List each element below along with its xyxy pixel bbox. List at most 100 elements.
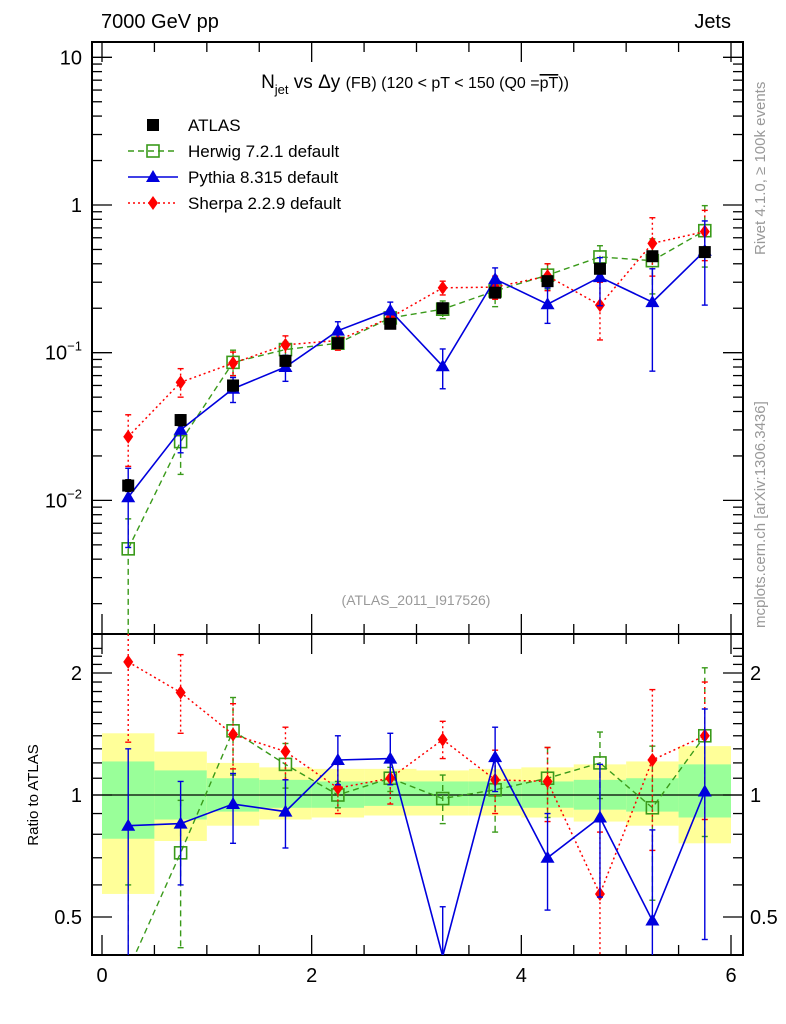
main-point-atlas — [384, 317, 397, 330]
ratio-ylabel: Ratio to ATLAS — [25, 744, 42, 845]
ratio-point-pythia — [173, 816, 188, 829]
main-line-pythia — [127, 250, 706, 498]
header-left-label: 7000 GeV pp — [101, 11, 219, 33]
title-close: )) — [558, 75, 569, 92]
y-tick-label: 10−1 — [45, 339, 82, 365]
legend-label: Herwig 7.2.1 default — [188, 142, 339, 161]
ratio-point-pythia — [645, 913, 660, 926]
main-point-sherpa — [175, 375, 186, 390]
legend-label: Pythia 8.315 default — [188, 168, 339, 187]
title-n: N — [261, 72, 275, 93]
main-series-atlas — [122, 246, 711, 493]
legend-label: ATLAS — [188, 116, 241, 135]
main-point-pythia — [330, 323, 345, 336]
ratio-point-sherpa — [175, 685, 186, 700]
x-tick-label: 6 — [725, 965, 736, 987]
main-point-atlas — [227, 379, 240, 392]
main-point-pythia — [645, 295, 660, 308]
legend-entry-sherpa: Sherpa 2.2.9 default — [128, 194, 341, 213]
main-point-atlas — [593, 262, 606, 275]
ratio-point-herwig — [645, 800, 660, 815]
y-tick-label: 1 — [71, 195, 82, 217]
ratio-point-sherpa — [542, 774, 553, 789]
ratio-axes: 0.5 0.5 1 1 2 2 0 2 4 6 — [54, 633, 778, 987]
y-tick-exp: −2 — [67, 486, 82, 501]
y-tick-base: 10 — [45, 490, 67, 512]
main-point-atlas — [122, 479, 135, 492]
main-series — [121, 204, 712, 634]
mcplots-label: mcplots.cern.ch [arXiv:1306.3436] — [752, 401, 769, 628]
ratio-point-sherpa — [280, 744, 291, 759]
ratio-point-pythia — [278, 804, 293, 817]
ratio-uncertainty-bands — [102, 733, 731, 894]
ratio-point-pythia — [383, 751, 398, 764]
main-line-sherpa — [127, 230, 705, 438]
legend-entry-herwig: Herwig 7.2.1 default — [128, 142, 339, 161]
y-tick-label: 10−2 — [45, 486, 82, 512]
ratio-point-pythia — [592, 810, 607, 823]
ratio-y-tick-label-left: 2 — [71, 663, 82, 685]
y-tick-base: 10 — [45, 343, 67, 365]
main-point-atlas — [174, 414, 187, 427]
title-rest1: vs Δy — [289, 72, 346, 93]
main-point-atlas — [331, 337, 344, 350]
ratio-point-sherpa — [647, 753, 658, 768]
ratio-point-pythia — [540, 850, 555, 863]
y-tick-base: 10 — [60, 47, 82, 69]
header-right-label: Jets — [694, 11, 731, 33]
ratio-point-pythia — [121, 818, 136, 831]
title-rest2: (120 < pT < 150 (Q0 = — [377, 75, 540, 92]
ratio-point-herwig — [435, 791, 450, 806]
ratio-point-pythia — [697, 784, 712, 797]
plot-title: Njet vs Δy (FB) (120 < pT < 150 (Q0 =pT)… — [261, 72, 569, 97]
y-tick-label: 10 — [60, 47, 82, 69]
main-point-atlas — [279, 354, 292, 367]
title-fb: (FB) — [346, 75, 377, 92]
ratio-point-sherpa — [228, 727, 239, 742]
main-series-pythia — [121, 220, 712, 549]
y-tick-base: 1 — [71, 195, 82, 217]
ratio-point-pythia — [226, 797, 241, 810]
legend-marker-pythia — [146, 170, 160, 182]
x-tick-label: 4 — [516, 965, 527, 987]
main-point-pythia — [488, 272, 503, 285]
main-point-atlas — [646, 250, 659, 263]
legend-marker-atlas — [147, 119, 159, 131]
main-line-herwig — [127, 230, 706, 550]
analysis-watermark: (ATLAS_2011_I917526) — [342, 592, 491, 608]
ratio-series — [121, 634, 712, 955]
ratio-point-sherpa — [437, 732, 448, 747]
main-point-pythia — [435, 359, 450, 372]
ratio-y-tick-label-right: 1 — [750, 785, 761, 807]
rivet-label: Rivet 4.1.0, ≥ 100k events — [752, 82, 769, 255]
main-point-pythia — [173, 422, 188, 435]
main-point-sherpa — [123, 429, 134, 444]
ratio-line-sherpa — [127, 661, 706, 896]
x-tick-label: 2 — [306, 965, 317, 987]
legend-marker-sherpa — [148, 196, 158, 210]
title-pt: pT — [540, 75, 559, 92]
ratio-point-sherpa — [123, 654, 134, 669]
main-point-sherpa — [647, 236, 658, 251]
title-sub: jet — [274, 82, 289, 97]
main-point-pythia — [383, 303, 398, 316]
ratio-series-pythia — [121, 708, 712, 955]
y-tick-exp: −1 — [67, 339, 82, 354]
ratio-y-tick-label-right: 2 — [750, 663, 761, 685]
legend-entry-pythia: Pythia 8.315 default — [128, 168, 339, 187]
legend: ATLAS Herwig 7.2.1 default Pythia 8.315 de… — [128, 116, 341, 213]
main-point-atlas — [489, 286, 502, 299]
legend-marker-herwig — [146, 144, 160, 158]
x-tick-label: 0 — [96, 965, 107, 987]
main-point-pythia — [540, 297, 555, 310]
main-point-sherpa — [437, 280, 448, 295]
ratio-y-tick-label-left: 1 — [71, 785, 82, 807]
ratio-y-tick-label-left: 0.5 — [54, 907, 82, 929]
legend-entry-atlas: ATLAS — [147, 116, 241, 135]
legend-label: Sherpa 2.2.9 default — [188, 194, 341, 213]
ratio-y-tick-label-right: 0.5 — [750, 907, 778, 929]
main-point-sherpa — [228, 356, 239, 371]
ratio-line-pythia — [128, 754, 706, 955]
main-point-atlas — [436, 302, 449, 315]
